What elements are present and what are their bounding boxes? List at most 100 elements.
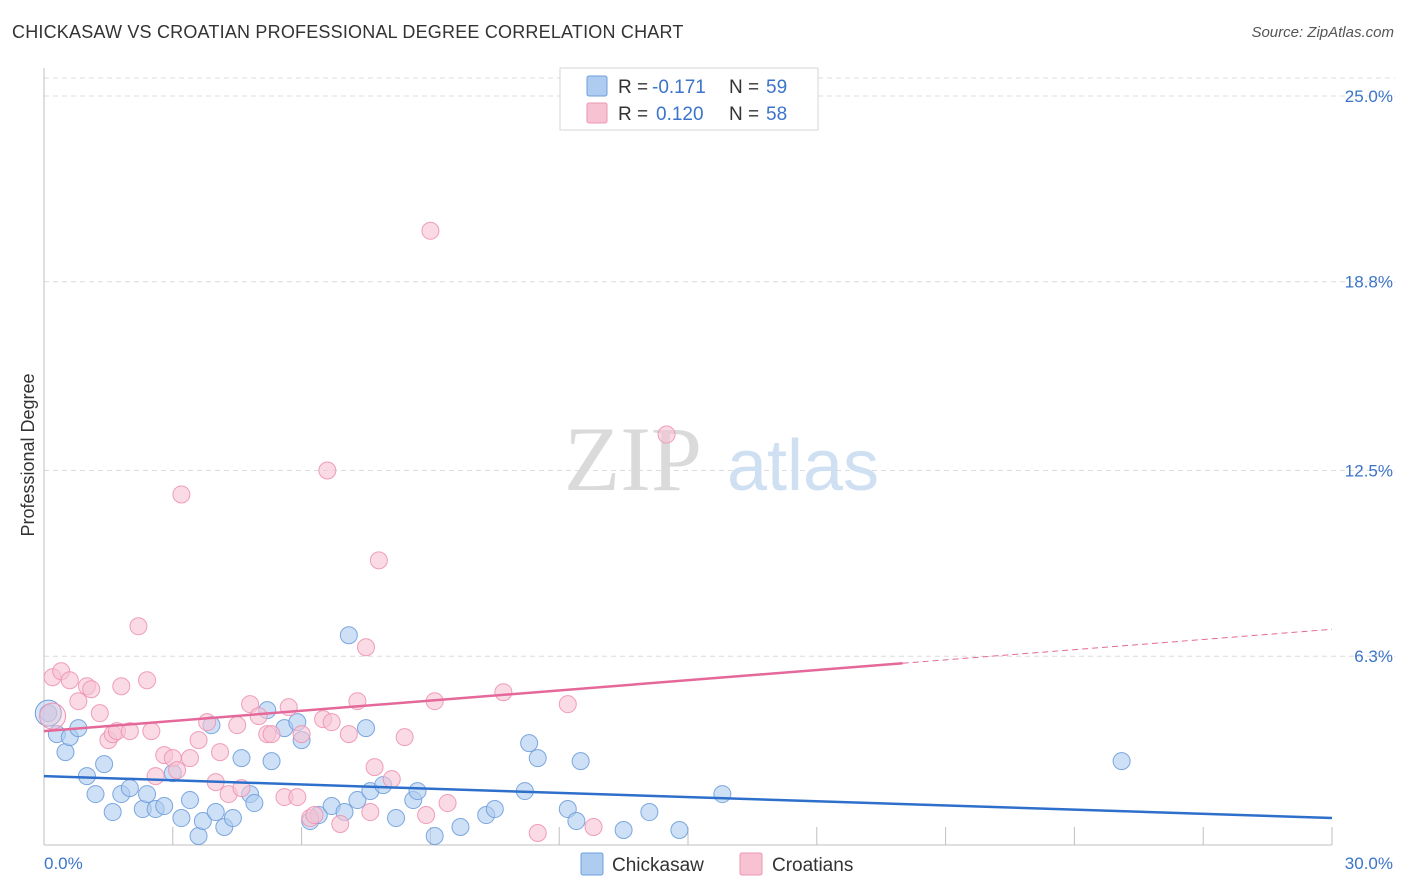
chickasaw-point-2 <box>56 743 75 762</box>
bottom-legend-label-croatians: Croatians <box>772 855 853 876</box>
chickasaw-point-52 <box>567 812 586 831</box>
croatians-point-29 <box>249 707 268 726</box>
croatians-point-47 <box>369 551 388 570</box>
croatians-point-44 <box>357 638 375 657</box>
tick-labels: 6.3% 12.5% 18.8% 25.0% 0.0% 30.0% <box>44 87 1393 873</box>
chickasaw-point-58 <box>1112 752 1131 771</box>
chickasaw-point-56 <box>670 821 689 840</box>
watermark-atlas: atlas <box>727 426 879 506</box>
chickasaw-trend-line <box>43 774 1333 820</box>
croatians-point-41 <box>331 815 350 834</box>
croatians-point-58 <box>657 425 676 444</box>
chickasaw-point-53 <box>571 752 590 771</box>
chickasaw-point-18 <box>189 827 208 846</box>
croatians-point-45 <box>361 803 380 822</box>
legend-swatch-croatians <box>586 102 608 124</box>
legend-n-label-2: N = <box>729 104 759 125</box>
y-tick-label-0: 6.3% <box>1354 647 1393 666</box>
croatians-point-55 <box>528 824 547 843</box>
chickasaw-point-50 <box>528 749 547 768</box>
croatians-point-12 <box>129 617 148 636</box>
chickasaw-point-45 <box>451 818 470 837</box>
grid <box>44 77 1395 657</box>
chickasaw-point-12 <box>138 785 157 804</box>
chickasaw-point-26 <box>245 794 264 813</box>
y-axis-title: Professional Degree <box>18 373 38 536</box>
croatians-point-2 <box>60 671 79 690</box>
croatians-point-46 <box>365 758 384 777</box>
croatians-point-3 <box>69 692 88 711</box>
croatians-point-53 <box>438 794 457 813</box>
croatians-point-14 <box>142 722 161 741</box>
croatians-point-19 <box>172 485 191 504</box>
croatians-point-42 <box>339 725 358 744</box>
trend-lines <box>43 628 1333 820</box>
watermark-zip: ZIP <box>564 408 702 510</box>
croatians-point-13 <box>138 671 157 690</box>
chickasaw-point-28 <box>262 752 281 771</box>
series-croatians <box>43 221 676 843</box>
croatians-trend-line <box>43 661 903 733</box>
chickasaw-point-21 <box>206 803 225 822</box>
chickasaw-point-47 <box>485 800 504 819</box>
chickasaw-point-55 <box>640 803 659 822</box>
croatians-point-35 <box>292 725 311 744</box>
chart-title: CHICKASAW VS CROATIAN PROFESSIONAL DEGRE… <box>12 22 684 42</box>
croatians-point-51 <box>421 221 440 240</box>
croatians-point-5 <box>82 680 101 699</box>
croatians-trend-extension <box>902 628 1333 664</box>
legend-n-label-1: N = <box>729 77 759 98</box>
chickasaw-point-7 <box>95 755 114 774</box>
chickasaw-point-43 <box>408 782 427 801</box>
y-tick-label-1: 12.5% <box>1345 461 1393 480</box>
bottom-legend: Chickasaw Croatians <box>580 852 853 876</box>
chickasaw-point-38 <box>357 719 375 738</box>
croatians-point-10 <box>112 677 131 696</box>
croatians-point-48 <box>382 770 401 789</box>
croatians-point-31 <box>262 725 281 744</box>
croatians-point-20 <box>180 749 199 768</box>
croatians-point-6 <box>90 704 109 723</box>
croatians-point-11 <box>120 722 139 741</box>
bottom-legend-swatch-croatians <box>739 852 763 876</box>
legend-r-label-1: R = <box>618 77 648 98</box>
legend-n-value-1: 59 <box>766 77 787 98</box>
legend-n-value-2: 58 <box>766 104 787 125</box>
croatians-point-26 <box>228 716 247 735</box>
chickasaw-point-57 <box>713 785 732 804</box>
legend-r-label-2: R = <box>618 104 648 125</box>
scatter-points <box>34 221 1131 846</box>
chickasaw-point-17 <box>180 791 199 810</box>
chickasaw-point-19 <box>193 812 212 831</box>
chickasaw-point-14 <box>155 797 174 816</box>
croatians-point-15 <box>146 767 165 786</box>
croatians-point-57 <box>584 818 603 837</box>
croatians-point-24 <box>211 743 230 762</box>
croatians-point-39 <box>318 461 337 480</box>
x-tick-label-0: 0.0% <box>44 854 83 873</box>
chickasaw-point-44 <box>425 827 444 846</box>
y-tick-label-3: 25.0% <box>1345 87 1393 106</box>
legend: R = -0.171 N = 59 R = 0.120 N = 58 <box>559 67 819 131</box>
chickasaw-point-23 <box>223 809 242 828</box>
chickasaw-point-8 <box>103 803 122 822</box>
chickasaw-point-6 <box>86 785 105 804</box>
chickasaw-point-cluster <box>34 699 62 727</box>
bottom-legend-label-chickasaw: Chickasaw <box>612 855 704 876</box>
chickasaw-point-16 <box>172 809 191 828</box>
croatians-point-56 <box>558 695 577 714</box>
watermark: ZIP atlas <box>564 408 879 510</box>
croatians-point-22 <box>198 713 217 732</box>
chart-source: Source: ZipAtlas.com <box>1251 24 1394 41</box>
croatians-point-40 <box>322 713 341 732</box>
y-tick-label-2: 18.8% <box>1345 273 1393 292</box>
chickasaw-point-36 <box>339 626 358 645</box>
croatians-point-54 <box>494 683 513 702</box>
chickasaw-point-10 <box>120 779 139 798</box>
chickasaw-point-49 <box>520 734 539 753</box>
croatians-point-34 <box>288 788 307 807</box>
chickasaw-point-37 <box>348 791 367 810</box>
chickasaw-point-41 <box>387 809 406 828</box>
croatians-point-18 <box>168 761 187 780</box>
legend-r-value-2: 0.120 <box>656 104 704 125</box>
